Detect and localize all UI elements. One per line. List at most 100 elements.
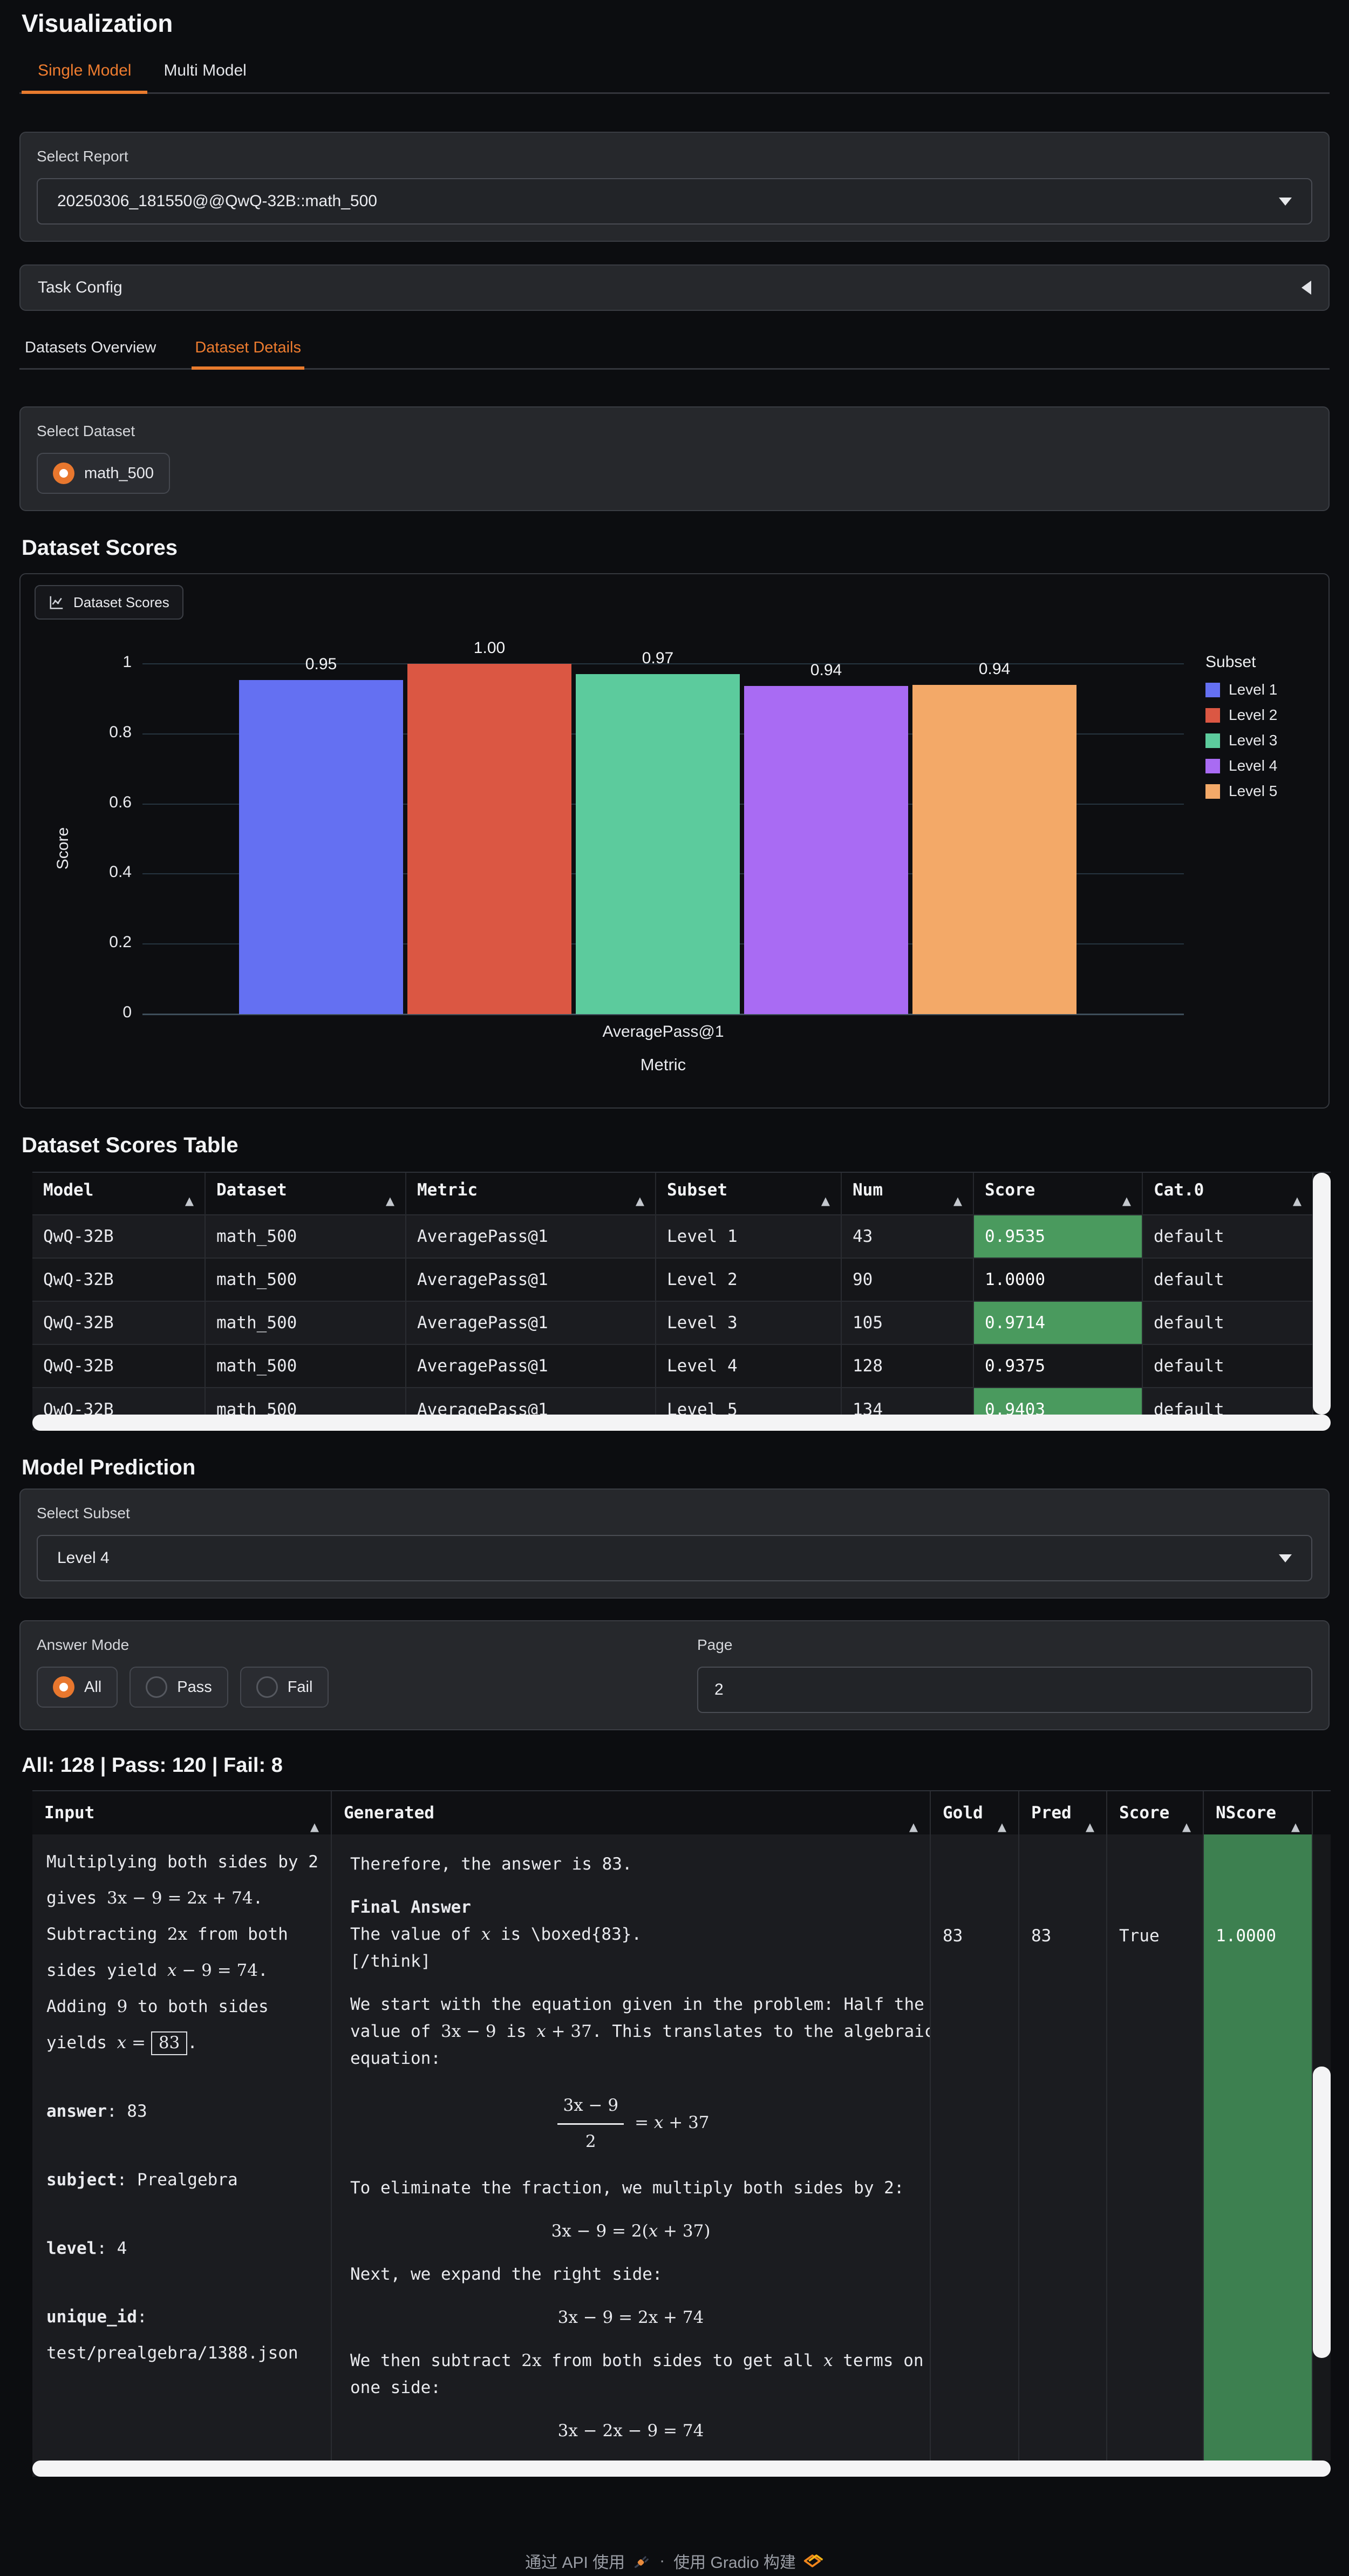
tab-single-model[interactable]: Single Model — [22, 54, 148, 94]
report-dropdown[interactable]: 20250306_181550@@QwQ-32B::math_500 — [37, 178, 1312, 225]
radio-math-500[interactable]: math_500 — [37, 453, 170, 494]
blank-line — [46, 2198, 317, 2231]
legend-swatch-icon — [1205, 784, 1220, 799]
nscore-cell: 1.0000 — [1204, 1834, 1313, 2477]
text-line: value of 3x − 9 is x + 37. This translat… — [350, 2022, 931, 2041]
chart-tab-dataset-scores[interactable]: Dataset Scores — [35, 585, 183, 620]
report-dropdown-value: 20250306_181550@@QwQ-32B::math_500 — [57, 192, 377, 210]
dataset-scores-heading: Dataset Scores — [22, 536, 178, 560]
table-cell: AveragePass@1 — [406, 1344, 656, 1388]
legend-item-level-1[interactable]: Level 1 — [1205, 681, 1277, 698]
column-header-gold[interactable]: Gold ▲ — [931, 1791, 1019, 1834]
text-line: 3x − 9 = 2x + 74 — [557, 2308, 704, 2327]
table-cell: default — [1142, 1344, 1313, 1388]
table-cell: AveragePass@1 — [406, 1258, 656, 1301]
table-row: QwQ-32B math_500 AveragePass@1 Level 2 90 1.0… — [32, 1258, 1313, 1301]
text-line: We start with the equation given in the … — [350, 1995, 924, 2014]
y-tick-label: 0.6 — [109, 793, 132, 811]
input-cell: Multiplying both sides by 2 gives 3x − 9 … — [32, 1834, 332, 2477]
column-header-generated[interactable]: Generated ▲ — [332, 1791, 931, 1834]
vertical-scrollbar-track[interactable] — [1313, 1834, 1331, 2461]
column-header-metric[interactable]: Metric ▲ — [406, 1173, 656, 1215]
bar-value-label: 0.97 — [642, 649, 674, 667]
page-input[interactable] — [697, 1667, 1312, 1713]
blank-line — [46, 2130, 317, 2162]
radio-pass[interactable]: Pass — [130, 1667, 228, 1708]
radio-all-label: All — [84, 1678, 102, 1696]
legend-item-level-3[interactable]: Level 3 — [1205, 732, 1277, 749]
sort-ascending-icon: ▲ — [185, 1194, 194, 1207]
x-axis-line — [142, 1014, 1184, 1015]
tab-dataset-details[interactable]: Dataset Details — [192, 331, 305, 370]
column-header-model[interactable]: Model ▲ — [32, 1173, 206, 1215]
horizontal-scrollbar[interactable] — [32, 1415, 1331, 1431]
text-line: sides yield x − 9 = 74. — [46, 1961, 268, 1980]
vertical-scrollbar-thumb[interactable] — [1313, 2067, 1331, 2358]
pred-cell: 83 — [1019, 1834, 1107, 2477]
column-header-dataset[interactable]: Dataset ▲ — [205, 1173, 406, 1215]
chevron-down-icon — [1279, 1554, 1292, 1562]
answer-mode-page-panel: Answer Mode All Pass Fail — [19, 1620, 1330, 1730]
chevron-left-icon — [1302, 281, 1311, 295]
table-cell: 128 — [841, 1344, 974, 1388]
column-header-num[interactable]: Num ▲ — [841, 1173, 974, 1215]
sort-ascending-icon: ▲ — [909, 1820, 918, 1833]
vertical-scrollbar[interactable] — [1313, 1173, 1331, 1415]
plug-icon — [635, 2556, 649, 2568]
sort-ascending-icon: ▲ — [385, 1194, 394, 1207]
column-header-input[interactable]: Input ▲ — [32, 1791, 332, 1834]
text-line: equation: — [350, 2049, 441, 2068]
legend-item-level-4[interactable]: Level 4 — [1205, 757, 1277, 774]
blank-line — [350, 1975, 911, 1991]
y-tick-label: 0.8 — [109, 723, 132, 741]
chart-legend: Subset Level 1 Level 2 Level 3 Level 4 Level … — [1205, 653, 1277, 808]
gold-cell: 83 — [931, 1834, 1019, 2477]
legend-swatch-icon — [1205, 708, 1220, 723]
column-header-score[interactable]: Score ▲ — [973, 1173, 1143, 1215]
bar-value-label: 0.95 — [305, 655, 337, 674]
tab-multi-model[interactable]: Multi Model — [163, 62, 247, 79]
subset-dropdown[interactable]: Level 4 — [37, 1535, 1312, 1581]
blank-line — [350, 2158, 911, 2174]
text-line: The value of x is \boxed{83}. — [350, 1925, 642, 1944]
radio-all[interactable]: All — [37, 1667, 118, 1708]
radio-pass-label: Pass — [177, 1678, 212, 1696]
text-line: We then subtract 2x from both sides to g… — [350, 2351, 924, 2370]
table-cell: QwQ-32B — [32, 1214, 206, 1258]
column-header-score[interactable]: Score ▲ — [1107, 1791, 1204, 1834]
column-header-pred[interactable]: Pred ▲ — [1019, 1791, 1107, 1834]
text-line: 3x − 2x − 9 = 74 — [557, 2421, 704, 2441]
select-dataset-panel: Select Dataset math_500 — [19, 406, 1330, 511]
gradio-logo-icon — [803, 2554, 823, 2567]
legend-item-level-2[interactable]: Level 2 — [1205, 706, 1277, 724]
use-via-api-link[interactable]: 通过 API 使用 — [525, 2549, 651, 2573]
y-axis-title: Score — [54, 827, 72, 869]
sort-ascending-icon: ▲ — [310, 1820, 319, 1833]
text-line: [/think] — [350, 1952, 431, 1971]
radio-fail[interactable]: Fail — [240, 1667, 329, 1708]
column-header-nscore[interactable]: NScore ▲ — [1204, 1791, 1313, 1834]
text-line: Final Answer — [350, 1898, 471, 1917]
sort-ascending-icon: ▲ — [953, 1194, 962, 1207]
blank-line — [350, 2331, 911, 2347]
model-prediction-heading: Model Prediction — [22, 1456, 196, 1479]
text-line: Multiplying both sides by 2 — [46, 1852, 318, 1872]
column-header-cat-0[interactable]: Cat.0 ▲ — [1142, 1173, 1313, 1215]
built-with-gradio-link[interactable]: 使用 Gradio 构建 — [673, 2549, 824, 2573]
task-config-label: Task Config — [38, 278, 122, 296]
radio-fail-label: Fail — [287, 1678, 313, 1696]
table-cell: QwQ-32B — [32, 1344, 206, 1388]
answer-mode-label: Answer Mode — [37, 1636, 130, 1653]
equation-fraction: 3x − 9 2 = x + 37 — [350, 2088, 911, 2158]
horizontal-scrollbar[interactable] — [32, 2461, 1331, 2477]
table-cell: default — [1142, 1301, 1313, 1344]
tab-datasets-overview[interactable]: Datasets Overview — [25, 339, 156, 356]
bar-level-4 — [744, 685, 908, 1014]
column-header-subset[interactable]: Subset ▲ — [656, 1173, 842, 1215]
table-cell: math_500 — [205, 1258, 406, 1301]
task-config-accordion[interactable]: Task Config — [19, 264, 1330, 311]
table-cell: 0.9714 — [973, 1301, 1143, 1344]
table-cell: math_500 — [205, 1214, 406, 1258]
legend-item-level-5[interactable]: Level 5 — [1205, 783, 1277, 800]
sort-ascending-icon: ▲ — [821, 1194, 830, 1207]
